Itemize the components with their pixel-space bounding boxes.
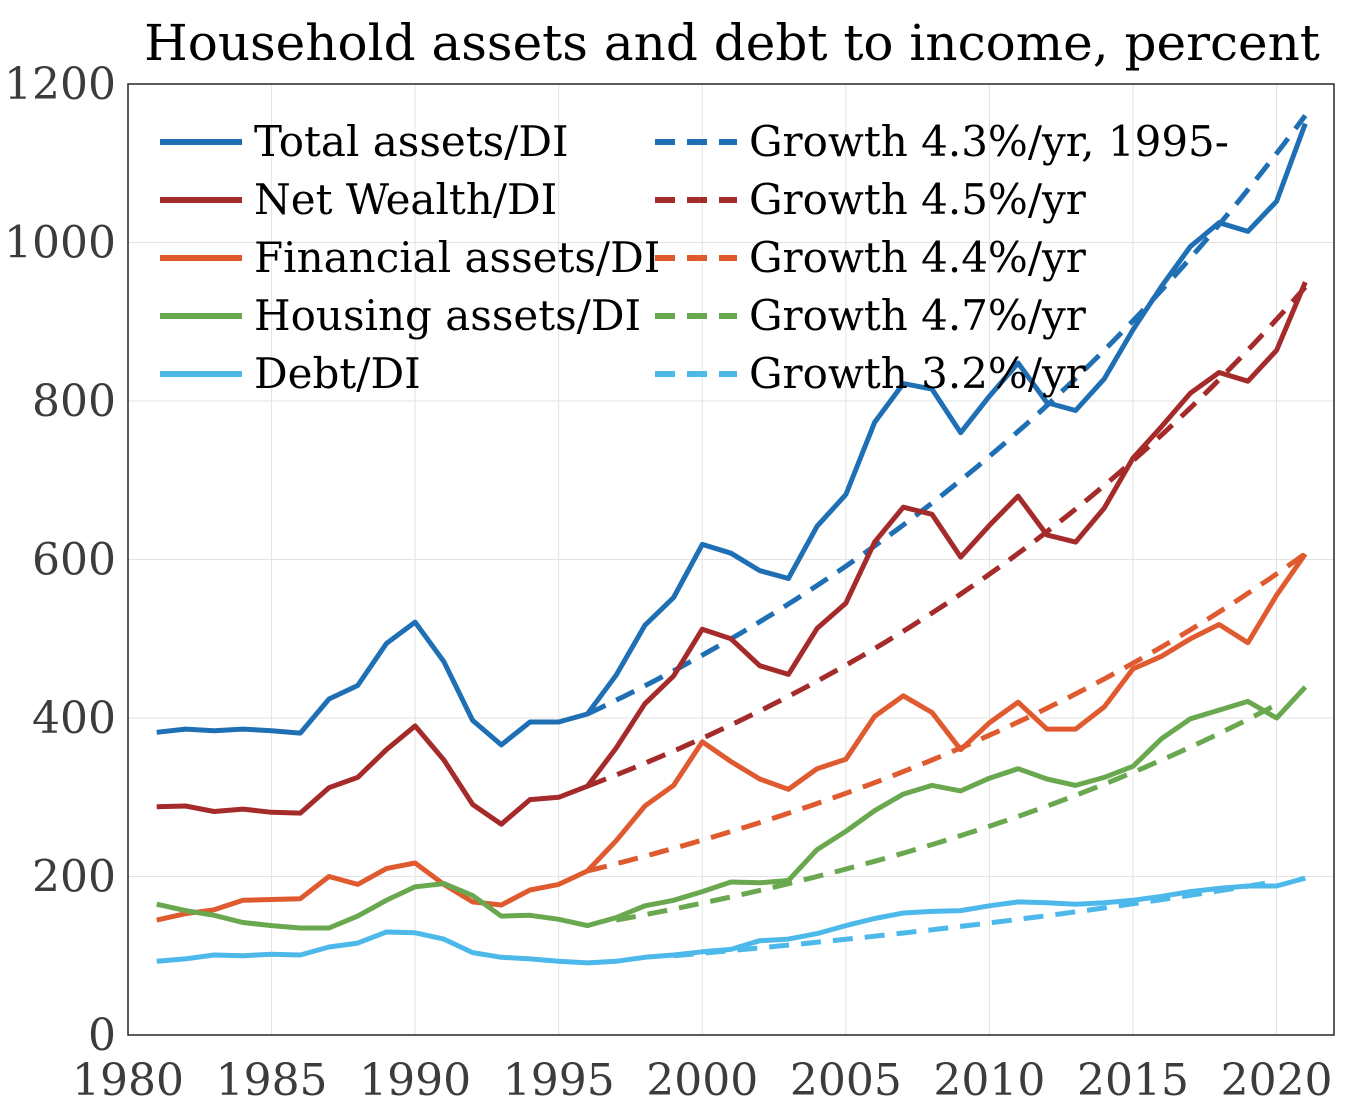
x-tick-label: 1985 xyxy=(216,1055,328,1106)
legend-label-total-assets-di: Total assets/DI xyxy=(254,117,569,166)
x-tick-label: 1990 xyxy=(359,1055,471,1106)
chart-title: Household assets and debt to income, per… xyxy=(144,14,1320,72)
y-tick-label: 1200 xyxy=(4,59,116,110)
legend-label-net-wealth-di: Net Wealth/DI xyxy=(254,175,557,224)
trend-line-growth-4-4-yr xyxy=(586,551,1307,874)
y-tick-label: 400 xyxy=(32,693,116,744)
x-tick-label: 2010 xyxy=(933,1055,1045,1106)
series-line-total-assets-di xyxy=(156,122,1308,748)
legend-label-growth-4-7-yr: Growth 4.7%/yr xyxy=(749,291,1087,340)
series-line-financial-assets-di xyxy=(156,552,1308,923)
x-tick-label: 2005 xyxy=(790,1055,902,1106)
trend-line-growth-4-5-yr xyxy=(586,285,1308,789)
y-tick-label: 0 xyxy=(88,1010,116,1061)
legend-label-debt-di: Debt/DI xyxy=(254,349,421,398)
series-line-net-wealth-di xyxy=(156,281,1308,827)
x-tick-label: 2000 xyxy=(646,1055,758,1106)
legend: Total assets/DI Net Wealth/DI Financial as… xyxy=(160,117,1229,398)
legend-label-growth-4-3-yr-1995: Growth 4.3%/yr, 1995- xyxy=(749,117,1229,166)
tick-labels: 1980 1985 1990 1995 2000 2005 2010 2015 2020 0 200… xyxy=(4,59,1333,1106)
data-series xyxy=(156,122,1308,966)
y-tick-label: 1000 xyxy=(4,218,116,269)
legend-label-growth-4-5-yr: Growth 4.5%/yr xyxy=(749,175,1087,224)
series-line-debt-di xyxy=(156,875,1306,966)
x-tick-label: 1980 xyxy=(72,1055,184,1106)
x-tick-label: 2015 xyxy=(1077,1055,1189,1106)
y-tick-label: 800 xyxy=(32,376,116,427)
legend-label-growth-3-2-yr: Growth 3.2%/yr xyxy=(749,349,1087,398)
plot-frame xyxy=(127,83,1335,1036)
series-line-housing-assets-di xyxy=(156,685,1308,931)
trend-line-growth-4-7-yr xyxy=(615,702,1278,923)
y-tick-label: 600 xyxy=(32,535,116,586)
x-tick-label: 1995 xyxy=(503,1055,615,1106)
trend-line-growth-4-3-yr-1995 xyxy=(586,113,1308,717)
legend-label-growth-4-4-yr: Growth 4.4%/yr xyxy=(749,233,1087,282)
legend-label-financial-assets-di: Financial assets/DI xyxy=(254,233,660,282)
x-tick-label: 2020 xyxy=(1221,1055,1333,1106)
y-tick-label: 200 xyxy=(32,852,116,903)
legend-label-housing-assets-di: Housing assets/DI xyxy=(254,291,641,340)
trend-line-growth-3-2-yr xyxy=(673,878,1278,959)
trend-lines xyxy=(586,113,1308,959)
